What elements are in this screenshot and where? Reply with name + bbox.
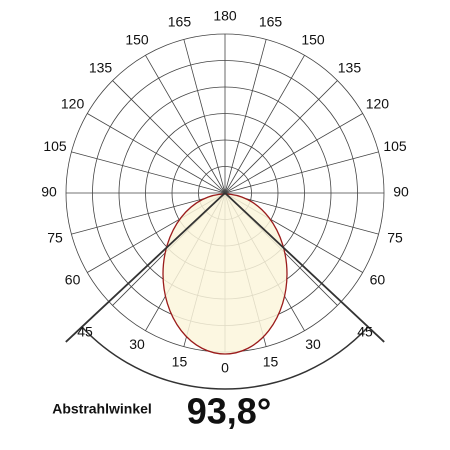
beam-angle bbox=[65, 192, 385, 390]
angle-label: 105 bbox=[383, 138, 407, 154]
angle-label: 15 bbox=[172, 354, 188, 370]
beam-line bbox=[65, 192, 226, 343]
angle-label: 135 bbox=[338, 59, 362, 75]
spoke bbox=[224, 80, 338, 194]
angle-label: 120 bbox=[366, 96, 390, 112]
spoke bbox=[71, 192, 226, 235]
spoke bbox=[183, 39, 226, 194]
beam-arc bbox=[81, 326, 369, 390]
angle-label: 0 bbox=[221, 360, 229, 376]
angle-label: 165 bbox=[168, 14, 192, 30]
spoke bbox=[87, 113, 226, 194]
angle-label: 90 bbox=[41, 184, 57, 200]
angle-label: 150 bbox=[125, 31, 149, 47]
angle-label: 180 bbox=[213, 8, 237, 24]
angle-label: 15 bbox=[263, 354, 279, 370]
spoke bbox=[112, 80, 226, 194]
light-distribution bbox=[162, 193, 288, 355]
angle-label: 45 bbox=[77, 324, 93, 340]
angle-label: 120 bbox=[61, 96, 85, 112]
spoke bbox=[224, 151, 379, 194]
caption-value: 93,8° bbox=[187, 391, 271, 432]
angle-label: 75 bbox=[387, 229, 403, 245]
caption-label: Abstrahlwinkel bbox=[52, 401, 152, 417]
angle-label: 30 bbox=[305, 336, 321, 352]
angle-label: 165 bbox=[259, 14, 283, 30]
angle-label: 90 bbox=[393, 184, 409, 200]
angle-label: 60 bbox=[370, 272, 386, 288]
angle-label: 75 bbox=[47, 229, 63, 245]
spoke bbox=[224, 39, 267, 194]
angle-label: 45 bbox=[357, 324, 373, 340]
angle-labels: 180 0 165 165 150 150 135 135 120 120 105 105 90 90 75… bbox=[41, 8, 409, 376]
angle-label: 105 bbox=[43, 138, 67, 154]
spoke bbox=[224, 113, 363, 194]
angle-label: 135 bbox=[89, 59, 113, 75]
spoke bbox=[224, 192, 379, 235]
spoke bbox=[71, 151, 226, 194]
beam-line bbox=[224, 192, 385, 343]
spoke bbox=[145, 55, 226, 194]
angle-label: 60 bbox=[65, 272, 81, 288]
angle-label: 30 bbox=[129, 336, 145, 352]
spoke bbox=[224, 55, 305, 194]
angle-label: 150 bbox=[301, 31, 325, 47]
